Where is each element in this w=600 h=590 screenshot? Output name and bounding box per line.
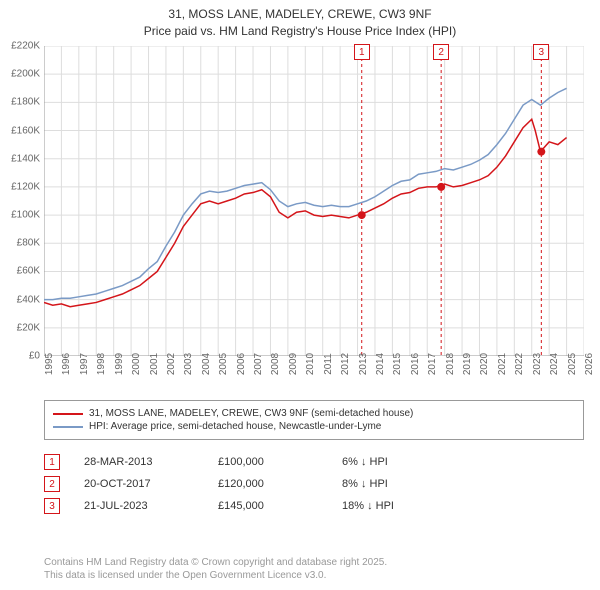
x-tick-label: 2021 xyxy=(497,353,508,375)
x-tick-label: 2011 xyxy=(323,353,334,375)
x-tick-label: 2018 xyxy=(445,353,456,375)
x-tick-label: 1996 xyxy=(61,353,72,375)
y-tick-label: £120K xyxy=(11,181,40,192)
legend-label: 31, MOSS LANE, MADELEY, CREWE, CW3 9NF (… xyxy=(89,408,413,419)
x-tick-label: 2020 xyxy=(479,353,490,375)
x-tick-label: 2016 xyxy=(410,353,421,375)
legend: 31, MOSS LANE, MADELEY, CREWE, CW3 9NF (… xyxy=(44,400,584,440)
x-tick-label: 1995 xyxy=(44,353,55,375)
y-tick-label: £60K xyxy=(17,266,40,277)
y-tick-label: £0 xyxy=(29,351,40,362)
sale-marker-3: 3 xyxy=(533,44,549,60)
x-tick-label: 2026 xyxy=(584,353,595,375)
y-tick-label: £180K xyxy=(11,97,40,108)
y-tick-label: £140K xyxy=(11,153,40,164)
sale-delta: 8% ↓ HPI xyxy=(342,478,388,490)
sale-price: £145,000 xyxy=(218,500,318,512)
x-tick-label: 2025 xyxy=(567,353,578,375)
y-tick-label: £80K xyxy=(17,238,40,249)
sale-index-box: 2 xyxy=(44,476,60,492)
chart-svg xyxy=(44,46,584,356)
x-tick-label: 2000 xyxy=(131,353,142,375)
x-tick-label: 2014 xyxy=(375,353,386,375)
x-tick-label: 1999 xyxy=(114,353,125,375)
x-tick-label: 2017 xyxy=(427,353,438,375)
x-tick-label: 2008 xyxy=(270,353,281,375)
x-tick-label: 2013 xyxy=(358,353,369,375)
sale-date: 28-MAR-2013 xyxy=(84,456,194,468)
x-tick-label: 1998 xyxy=(96,353,107,375)
sales-table: 1 28-MAR-2013 £100,000 6% ↓ HPI 2 20-OCT-2017… xyxy=(44,448,584,520)
sale-delta: 18% ↓ HPI xyxy=(342,500,394,512)
footer-attribution: Contains HM Land Registry data © Crown c… xyxy=(44,556,387,582)
legend-item: 31, MOSS LANE, MADELEY, CREWE, CW3 9NF (… xyxy=(53,408,575,419)
x-tick-label: 2019 xyxy=(462,353,473,375)
legend-item: HPI: Average price, semi-detached house,… xyxy=(53,421,575,432)
legend-swatch xyxy=(53,426,83,428)
legend-swatch xyxy=(53,413,83,415)
x-tick-label: 2009 xyxy=(288,353,299,375)
x-tick-label: 1997 xyxy=(79,353,90,375)
y-tick-label: £160K xyxy=(11,125,40,136)
x-axis-labels: 1995199619971998199920002001200220032004… xyxy=(44,360,584,400)
sale-row: 3 21-JUL-2023 £145,000 18% ↓ HPI xyxy=(44,498,584,514)
y-axis-labels: £0£20K£40K£60K£80K£100K£120K£140K£160K£1… xyxy=(0,46,42,356)
sale-price: £120,000 xyxy=(218,478,318,490)
x-tick-label: 2007 xyxy=(253,353,264,375)
x-tick-label: 2022 xyxy=(514,353,525,375)
sale-date: 20-OCT-2017 xyxy=(84,478,194,490)
sale-row: 2 20-OCT-2017 £120,000 8% ↓ HPI xyxy=(44,476,584,492)
y-tick-label: £200K xyxy=(11,69,40,80)
sale-index-box: 1 xyxy=(44,454,60,470)
x-tick-label: 2004 xyxy=(201,353,212,375)
x-tick-label: 2002 xyxy=(166,353,177,375)
footer-line2: This data is licensed under the Open Gov… xyxy=(44,569,387,582)
chart-title: 31, MOSS LANE, MADELEY, CREWE, CW3 9NF P… xyxy=(0,0,600,40)
x-tick-label: 2005 xyxy=(218,353,229,375)
x-tick-label: 2006 xyxy=(236,353,247,375)
sale-date: 21-JUL-2023 xyxy=(84,500,194,512)
x-tick-label: 2024 xyxy=(549,353,560,375)
title-line1: 31, MOSS LANE, MADELEY, CREWE, CW3 9NF xyxy=(0,6,600,23)
sale-index-box: 3 xyxy=(44,498,60,514)
chart-plot-area: 1 2 3 xyxy=(44,46,584,356)
y-tick-label: £220K xyxy=(11,41,40,52)
y-tick-label: £20K xyxy=(17,322,40,333)
x-tick-label: 2012 xyxy=(340,353,351,375)
y-tick-label: £40K xyxy=(17,294,40,305)
x-tick-label: 2023 xyxy=(532,353,543,375)
sale-marker-2: 2 xyxy=(433,44,449,60)
x-tick-label: 2010 xyxy=(305,353,316,375)
sale-row: 1 28-MAR-2013 £100,000 6% ↓ HPI xyxy=(44,454,584,470)
legend-label: HPI: Average price, semi-detached house,… xyxy=(89,421,381,432)
footer-line1: Contains HM Land Registry data © Crown c… xyxy=(44,556,387,569)
x-tick-label: 2003 xyxy=(183,353,194,375)
sale-marker-1: 1 xyxy=(354,44,370,60)
sale-delta: 6% ↓ HPI xyxy=(342,456,388,468)
x-tick-label: 2015 xyxy=(392,353,403,375)
sale-price: £100,000 xyxy=(218,456,318,468)
x-tick-label: 2001 xyxy=(149,353,160,375)
y-tick-label: £100K xyxy=(11,210,40,221)
title-line2: Price paid vs. HM Land Registry's House … xyxy=(0,23,600,40)
